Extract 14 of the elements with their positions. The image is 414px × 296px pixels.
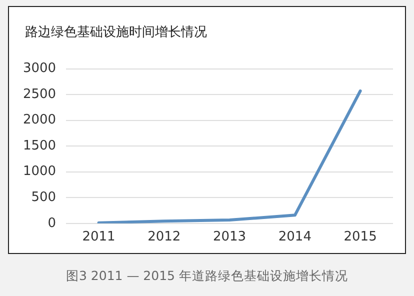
x-tick-label: 2015 bbox=[344, 230, 377, 245]
y-tick-label: 2500 bbox=[22, 86, 56, 102]
x-tick-label: 2014 bbox=[278, 230, 312, 245]
chart-title: 路边绿色基础设施时间增长情况 bbox=[25, 24, 207, 41]
y-tick-label: 0 bbox=[48, 216, 56, 231]
y-tick-label: 2000 bbox=[22, 112, 56, 128]
y-tick-label: 3000 bbox=[22, 61, 56, 76]
y-tick-label: 500 bbox=[31, 190, 56, 206]
x-tick-label: 2013 bbox=[212, 230, 246, 245]
caption: 图3 2011 — 2015 年道路绿色基础设施增长情况 bbox=[65, 268, 349, 285]
y-tick-label: 1500 bbox=[22, 138, 56, 154]
x-tick-label: 2012 bbox=[148, 230, 181, 245]
x-tick-label: 2011 bbox=[82, 230, 116, 245]
y-tick-label: 1000 bbox=[22, 164, 56, 180]
